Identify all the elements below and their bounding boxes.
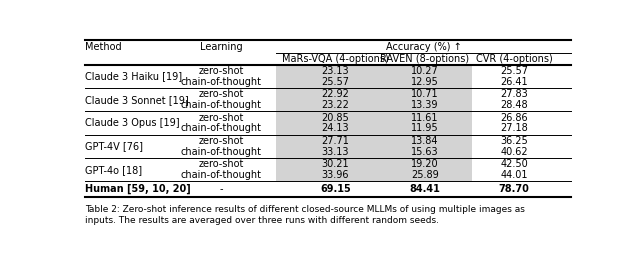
Text: chain-of-thought: chain-of-thought xyxy=(181,147,262,157)
Text: chain-of-thought: chain-of-thought xyxy=(181,123,262,134)
Bar xyxy=(276,65,385,88)
Text: 23.13: 23.13 xyxy=(322,66,349,76)
Text: zero-shot: zero-shot xyxy=(198,89,244,99)
Text: Accuracy (%) ↑: Accuracy (%) ↑ xyxy=(386,41,461,52)
Text: Claude 3 Sonnet [19]: Claude 3 Sonnet [19] xyxy=(85,95,189,105)
Text: 42.50: 42.50 xyxy=(500,159,528,169)
Text: GPT-4V [76]: GPT-4V [76] xyxy=(85,141,143,151)
Text: 11.95: 11.95 xyxy=(411,123,438,134)
Text: 84.41: 84.41 xyxy=(410,184,440,194)
Text: zero-shot: zero-shot xyxy=(198,136,244,146)
Text: 22.92: 22.92 xyxy=(321,89,349,99)
Text: RAVEN (8-options): RAVEN (8-options) xyxy=(380,54,469,64)
Text: 30.21: 30.21 xyxy=(322,159,349,169)
Text: Method: Method xyxy=(85,41,122,52)
Bar xyxy=(276,158,385,181)
Bar xyxy=(385,65,472,88)
Text: 33.96: 33.96 xyxy=(322,170,349,180)
Text: 78.70: 78.70 xyxy=(499,184,529,194)
Text: 25.57: 25.57 xyxy=(500,66,528,76)
Text: -: - xyxy=(220,184,223,194)
Text: Learning: Learning xyxy=(200,41,243,52)
Bar xyxy=(276,88,385,111)
Text: 12.95: 12.95 xyxy=(411,77,438,87)
Bar xyxy=(385,158,472,181)
Text: 69.15: 69.15 xyxy=(320,184,351,194)
Text: 20.85: 20.85 xyxy=(321,113,349,123)
Text: 25.57: 25.57 xyxy=(321,77,349,87)
Text: 25.89: 25.89 xyxy=(411,170,438,180)
Bar xyxy=(276,111,385,135)
Text: 28.48: 28.48 xyxy=(500,100,528,110)
Text: 24.13: 24.13 xyxy=(322,123,349,134)
Text: 27.83: 27.83 xyxy=(500,89,528,99)
Text: Table 2: Zero-shot inference results of different closed-source MLLMs of using m: Table 2: Zero-shot inference results of … xyxy=(85,206,525,225)
Text: 10.27: 10.27 xyxy=(411,66,438,76)
Text: 40.62: 40.62 xyxy=(500,147,528,157)
Text: Claude 3 Haiku [19]: Claude 3 Haiku [19] xyxy=(85,71,182,81)
Text: chain-of-thought: chain-of-thought xyxy=(181,77,262,87)
Bar xyxy=(385,135,472,158)
Text: zero-shot: zero-shot xyxy=(198,66,244,76)
Text: Claude 3 Opus [19]: Claude 3 Opus [19] xyxy=(85,118,180,128)
Text: 26.86: 26.86 xyxy=(500,113,528,123)
Text: 44.01: 44.01 xyxy=(500,170,528,180)
Text: 26.41: 26.41 xyxy=(500,77,528,87)
Text: MaRs-VQA (4-options): MaRs-VQA (4-options) xyxy=(282,54,389,64)
Text: Human [59, 10, 20]: Human [59, 10, 20] xyxy=(85,184,191,194)
Text: GPT-4o [18]: GPT-4o [18] xyxy=(85,165,142,175)
Text: CVR (4-options): CVR (4-options) xyxy=(476,54,552,64)
Text: 19.20: 19.20 xyxy=(411,159,438,169)
Text: 33.13: 33.13 xyxy=(322,147,349,157)
Text: 13.39: 13.39 xyxy=(411,100,438,110)
Text: chain-of-thought: chain-of-thought xyxy=(181,100,262,110)
Bar xyxy=(276,135,385,158)
Text: 10.71: 10.71 xyxy=(411,89,438,99)
Text: 13.84: 13.84 xyxy=(411,136,438,146)
Text: 27.18: 27.18 xyxy=(500,123,528,134)
Text: zero-shot: zero-shot xyxy=(198,159,244,169)
Text: chain-of-thought: chain-of-thought xyxy=(181,170,262,180)
Text: zero-shot: zero-shot xyxy=(198,113,244,123)
Text: 27.71: 27.71 xyxy=(321,136,349,146)
Bar xyxy=(385,111,472,135)
Bar xyxy=(385,88,472,111)
Text: 11.61: 11.61 xyxy=(411,113,438,123)
Text: 15.63: 15.63 xyxy=(411,147,438,157)
Text: 36.25: 36.25 xyxy=(500,136,528,146)
Text: 23.22: 23.22 xyxy=(321,100,349,110)
